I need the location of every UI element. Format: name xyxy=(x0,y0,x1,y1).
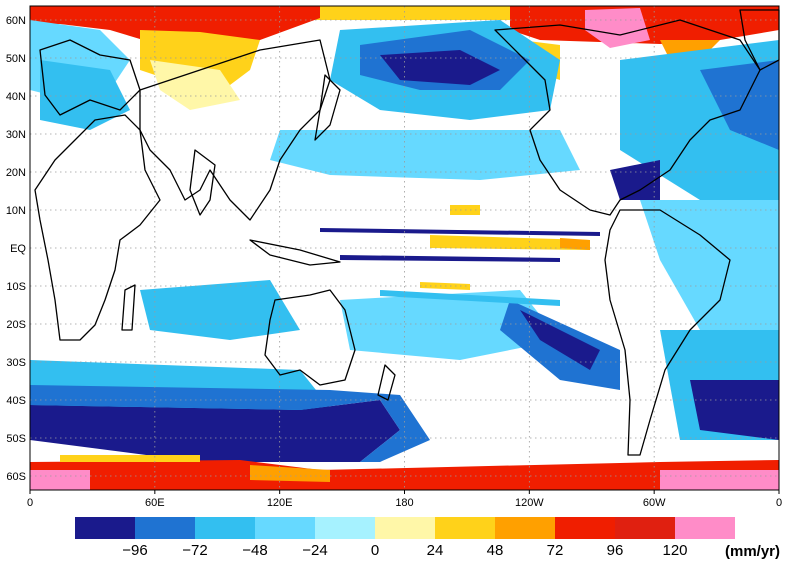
neg-sw-pacific xyxy=(340,290,560,360)
neg-itcz-streak-2 xyxy=(340,255,560,262)
south-yellow-strip xyxy=(60,455,200,462)
lat-label: 20N xyxy=(6,167,26,179)
colorbar-swatch xyxy=(255,517,315,539)
colorbar-tick-label: 120 xyxy=(662,542,687,559)
lat-label: EQ xyxy=(10,243,26,255)
neg-n-pacific-deep xyxy=(380,50,500,85)
lon-label: 60E xyxy=(145,497,165,509)
pos-tropical-streak-core xyxy=(560,238,590,250)
south-orange-patch xyxy=(250,465,330,482)
colorbar-tick-label: −72 xyxy=(182,542,207,559)
lat-label: 60S xyxy=(6,471,26,483)
colorbar-swatch xyxy=(75,517,135,539)
lat-label: 10S xyxy=(6,281,26,293)
coast-new-zealand xyxy=(377,364,396,401)
lat-label: 60N xyxy=(6,15,26,27)
colorbar-tick-labels: −96 −72 −48 −24 0 24 48 72 96 120 xyxy=(122,542,687,559)
lat-label: 10N xyxy=(6,205,26,217)
lat-label: 50S xyxy=(6,433,26,445)
neg-subtropical-pacific xyxy=(270,130,580,180)
south-pink-patch-2 xyxy=(660,470,779,490)
north-pink-patch xyxy=(585,8,650,48)
colorbar-tick-label: 24 xyxy=(427,542,444,559)
colorbar-tick-label: −24 xyxy=(302,542,327,559)
lat-label: 40N xyxy=(6,91,26,103)
neg-itcz-streak xyxy=(320,228,600,236)
neg-indian-ocean xyxy=(140,280,300,340)
colorbar-swatch xyxy=(315,517,375,539)
colorbar-swatch xyxy=(495,517,555,539)
colorbar-swatch xyxy=(615,517,675,539)
north-red-patch-1 xyxy=(30,6,320,46)
coast-greenland xyxy=(739,9,780,71)
colorbar-tick-label: 72 xyxy=(547,542,564,559)
colorbar-tick-label: −48 xyxy=(242,542,267,559)
neg-spcz xyxy=(380,290,560,306)
coast-europe xyxy=(39,39,141,116)
lat-label: 20S xyxy=(6,319,26,331)
gridlines xyxy=(30,6,779,490)
colorbar-tick-label: 96 xyxy=(607,542,624,559)
neg-tropical-atlantic xyxy=(640,200,779,330)
lon-label: 180 xyxy=(395,497,413,509)
north-orange-patch-1 xyxy=(140,30,260,100)
coastlines xyxy=(34,9,780,456)
coast-africa xyxy=(34,114,161,341)
colorbar-swatch xyxy=(555,517,615,539)
lat-label: 30S xyxy=(6,357,26,369)
lon-label: 120W xyxy=(515,497,544,509)
south-red-band xyxy=(30,460,779,490)
north-yellow-patch-1 xyxy=(150,60,240,110)
colorbar-swatch xyxy=(375,517,435,539)
latitude-labels: 60N 50N 40N 30N 20N 10N EQ 10S 20S 30S 40S 50S 60S xyxy=(6,15,27,483)
pos-tropical-pacific-streak xyxy=(430,235,590,250)
lat-label: 40S xyxy=(6,395,26,407)
longitude-labels: 0 60E 120E 180 120W 60W 0 xyxy=(27,490,782,509)
coast-indonesia xyxy=(249,239,341,266)
colorbar-tick-label: 0 xyxy=(371,542,379,559)
colorbar-tick-label: −96 xyxy=(122,542,147,559)
south-pink-patch xyxy=(30,470,90,490)
colorbar-unit-label: (mm/yr) xyxy=(725,543,780,560)
lon-label: 0 xyxy=(776,497,782,509)
colorbar xyxy=(75,517,735,539)
lat-label: 50N xyxy=(6,53,26,65)
coast-asia xyxy=(139,39,331,221)
neg-se-pacific-core xyxy=(520,310,600,370)
neg-na-east-core xyxy=(700,60,779,150)
neg-southern-ocean-outer xyxy=(30,385,430,462)
lon-label: 0 xyxy=(27,497,33,509)
neg-south-atlantic-core xyxy=(690,380,779,440)
neg-europe xyxy=(40,60,130,130)
lon-label: 120E xyxy=(267,497,293,509)
colorbar-swatch xyxy=(675,517,735,539)
colorbar-swatch xyxy=(435,517,495,539)
lat-label: 30N xyxy=(6,129,26,141)
coast-india xyxy=(189,149,216,216)
colorbar-tick-label: 48 xyxy=(487,542,504,559)
coast-north-america xyxy=(494,19,761,216)
coast-japan xyxy=(314,74,341,141)
colorbar-swatch xyxy=(135,517,195,539)
coast-australia xyxy=(264,289,356,386)
neg-gulf xyxy=(610,160,660,200)
colorbar-swatch xyxy=(195,517,255,539)
coast-south-america xyxy=(604,209,731,456)
lon-label: 60W xyxy=(643,497,666,509)
neg-southern-ocean-band xyxy=(30,400,400,462)
coast-madagascar xyxy=(121,284,136,331)
